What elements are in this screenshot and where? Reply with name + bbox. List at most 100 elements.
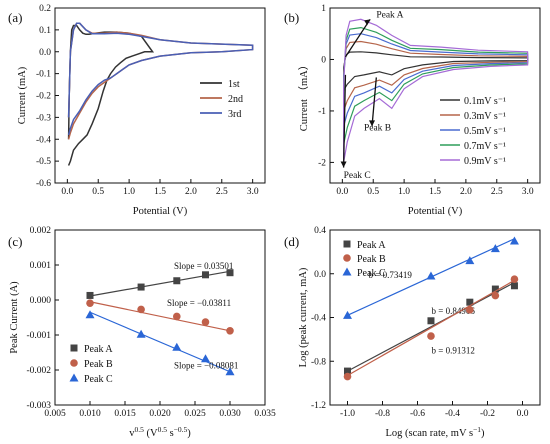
y-tick-label: -0.6 [36,179,51,189]
x-tick-label: 0.0 [61,187,73,197]
x-label-unit-sup: −0.5 [174,425,188,434]
y-tick-label: -2 [318,158,326,168]
data-point [86,299,94,307]
slope-label: b = 0.73419 [369,270,413,280]
x-label-base: v [129,428,135,439]
chart-panel-c: 0.005 0.010 0.015 0.020 0.025 0.030 0.035 -0.00… [8,226,276,439]
panel-label: (a) [8,10,22,25]
y-tick-label: -0.8 [311,357,326,367]
x-tick-label: 0.0 [517,409,529,419]
data-point [465,256,475,265]
y-tick-label: -0.4 [311,314,326,324]
legend-marker [342,267,352,276]
x-label-end: ) [481,428,485,439]
data-point [466,298,474,306]
y-axis-label: Current （mA） [298,60,310,131]
data-point [201,354,210,363]
x-axis-label: Log (scan rate, mV s−1) [385,425,485,439]
slope-label: b = 0.91312 [432,346,475,356]
y-tick-label: -0.002 [26,366,51,376]
x-label-sup: 0.5 [134,425,144,434]
y-tick-label: 0.002 [30,226,52,236]
legend-label: Peak B [357,254,386,265]
arrowhead-peak-b [369,120,375,127]
x-label-unit: (V [144,428,158,439]
legend-label: 0.1mV s⁻¹ [464,96,506,107]
data-point [343,310,352,319]
y-tick-label: -0.5 [36,157,51,167]
y-axis-label: Current (mA) [17,66,28,124]
x-label-unit: ) [187,428,191,439]
data-point [509,236,519,245]
panel-label: (d) [284,234,299,249]
y-tick-label: 0.4 [314,226,326,236]
data-point [510,275,519,284]
legend-marker [69,373,79,382]
x-tick-label: 1.0 [123,187,135,197]
series-line [343,51,529,93]
data-point [343,372,352,381]
y-tick-label: 0.1 [39,26,51,36]
chart-panel-a: 0.0 0.5 1.0 1.5 2.0 2.5 3.0 -0.6 -0.5 -0.4 -0.3 -0.… [8,4,266,217]
x-tick-label: 2.5 [216,187,228,197]
x-tick-label: 0.015 [114,409,136,419]
series-line [67,22,254,136]
x-tick-label: 2.5 [491,187,503,197]
data-point [510,282,518,290]
y-tick-label: -1.2 [311,401,326,411]
x-tick-label: -0.6 [410,409,425,419]
x-tick-label: -0.8 [375,409,390,419]
legend-marker [343,254,351,262]
data-point [466,306,474,314]
x-tick-label: 3.0 [247,187,259,197]
panel-label: (b) [284,10,299,25]
y-tick-label: -0.4 [36,135,51,145]
x-tick-label: 3.0 [522,187,534,197]
data-point [344,367,351,375]
y-tick-label: 0.2 [39,4,51,14]
y-tick-label: 0 [321,55,326,65]
data-point [225,367,235,376]
chart-panel-d: -1.0 -0.8 -0.6 -0.4 -0.2 0.0 -1.2 -0.8 -0.4 0.0 0.… [284,226,541,439]
data-point [427,317,435,325]
y-axis-label: Peak Current (A) [9,281,20,354]
series-line [343,40,529,112]
y-tick-label: -0.1 [36,70,51,80]
data-point [491,285,499,293]
data-point [86,291,94,299]
fit-line [347,279,515,376]
legend-label: Peak B [84,359,113,370]
x-axis-label: Potential (V) [408,206,463,217]
series-line [343,33,529,127]
x-tick-label: -1.0 [340,409,355,419]
x-tick-label: 1.0 [398,187,410,197]
annotation-peak-b: Peak B [364,124,391,134]
x-tick-label: -0.4 [445,409,460,419]
legend-label: Peak A [357,240,386,251]
x-tick-label: 0.030 [219,409,241,419]
series-line [67,24,155,166]
x-tick-label: 2.0 [460,187,472,197]
arrowhead-peak-c [340,161,347,168]
y-tick-label: 0.000 [30,296,52,306]
slope-label: b = 0.84906 [432,306,476,316]
data-point [226,269,234,277]
arrow-peak-c [342,74,347,168]
arrowhead-peak-a [364,19,371,26]
legend-marker [70,359,78,367]
data-point [172,342,182,351]
fit-line [347,281,515,372]
slope-label: Slope = −0.03811 [167,298,231,308]
legend-marker [70,344,78,352]
y-tick-label: 0.0 [314,270,326,280]
x-tick-label: -0.2 [480,409,495,419]
x-tick-label: 0.035 [254,409,276,419]
x-tick-label: 0.005 [44,409,66,419]
data-point [226,327,234,335]
chart-panel-b: 0.0 0.5 1.0 1.5 2.0 2.5 3.0 -2 -1 0 1 (b) Potential … [284,4,541,217]
legend-label: 0.3mV s⁻¹ [464,111,506,122]
y-tick-label: -0.2 [36,92,51,102]
y-tick-label: -0.3 [36,113,51,123]
data-point [490,244,500,253]
